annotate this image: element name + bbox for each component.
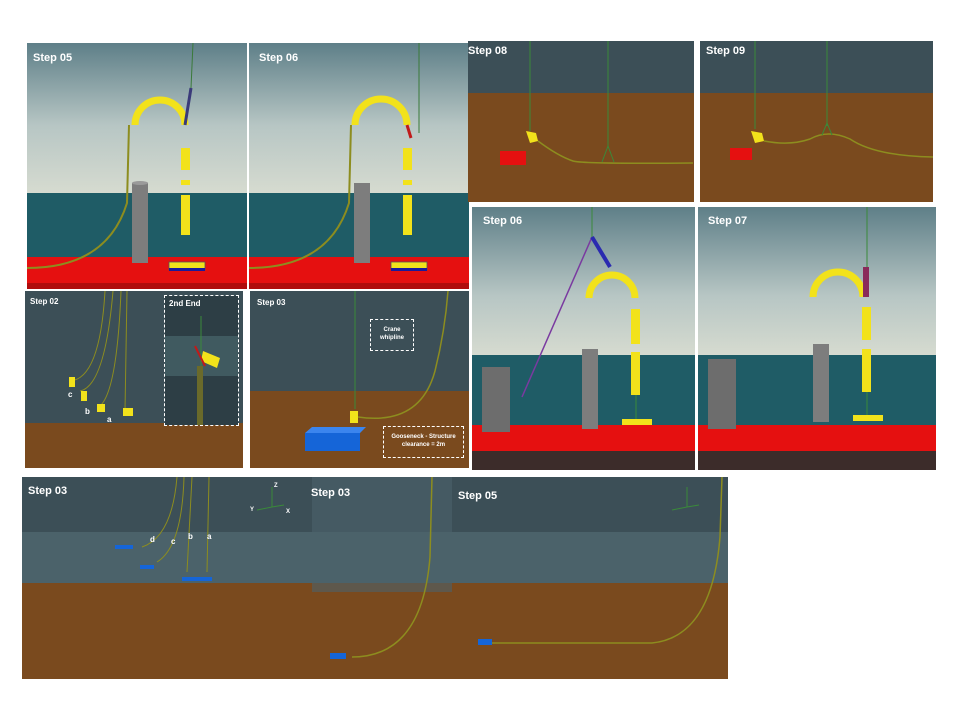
scene-riser-buoyancy xyxy=(472,207,695,470)
panel-step09: Step 09 xyxy=(700,41,933,202)
callout-crane-whipline: Crane whipline xyxy=(370,319,414,351)
panel-step06-top: Step 06 xyxy=(249,43,469,289)
step-label: Step 08 xyxy=(468,45,508,57)
scene-riser-buoyancy xyxy=(249,43,469,289)
step-label: Step 05 xyxy=(458,490,498,502)
scene-crane-gooseneck xyxy=(250,291,469,468)
inset-title: 2nd End xyxy=(169,299,201,308)
scene-seabed-overview xyxy=(22,477,728,679)
step-label: Step 06 xyxy=(259,52,299,64)
scene-riser-buoyancy xyxy=(698,207,936,470)
callout-text: Gooseneck - Structure xyxy=(391,434,456,441)
riser-label-a: a xyxy=(107,415,112,424)
step-label: Step 03 xyxy=(28,485,68,497)
axis-label-x: X xyxy=(286,509,291,515)
panel-step08: Step 08 xyxy=(468,41,694,202)
callout-gooseneck-clearance: Gooseneck - Structure clearance = 2m xyxy=(383,426,464,458)
riser-label-c: c xyxy=(68,390,73,399)
riser-label-c: c xyxy=(171,537,176,546)
panel-step02: Step 02 c b a 2nd End xyxy=(25,291,243,468)
axis-label-z: Z xyxy=(274,483,278,489)
step-label: Step 06 xyxy=(483,215,523,227)
scene-seabed-lay xyxy=(700,41,933,202)
riser-label-a: a xyxy=(207,532,212,541)
step-label: Step 09 xyxy=(706,45,746,57)
panel-step03-crane: Step 03 Crane whipline Gooseneck - Struct… xyxy=(250,291,469,468)
panel-step05-top: Step 05 xyxy=(27,43,247,289)
riser-label-b: b xyxy=(85,407,90,416)
step-label: Step 07 xyxy=(708,215,748,227)
step-label: Step 05 xyxy=(33,52,73,64)
panel-step06-mid: Step 06 xyxy=(472,207,695,470)
callout-text: clearance = 2m xyxy=(401,442,446,448)
riser-label-b: b xyxy=(188,532,193,541)
scene-riser-buoyancy xyxy=(27,43,247,289)
callout-text: whipline xyxy=(380,335,404,341)
step-label: Step 03 xyxy=(311,487,351,499)
panel-bottom-wide: Step 03 Step 03 Step 05 d c b a Z Y X xyxy=(22,477,728,679)
axis-label-y: Y xyxy=(250,507,255,513)
riser-label-d: d xyxy=(150,535,155,544)
panel-step07: Step 07 xyxy=(698,207,936,470)
inset-2nd-end: 2nd End xyxy=(164,295,239,426)
step-label: Step 02 xyxy=(30,297,59,306)
scene-seabed-lay xyxy=(468,41,694,202)
callout-text: Crane xyxy=(383,327,401,334)
step-label: Step 03 xyxy=(257,298,286,307)
